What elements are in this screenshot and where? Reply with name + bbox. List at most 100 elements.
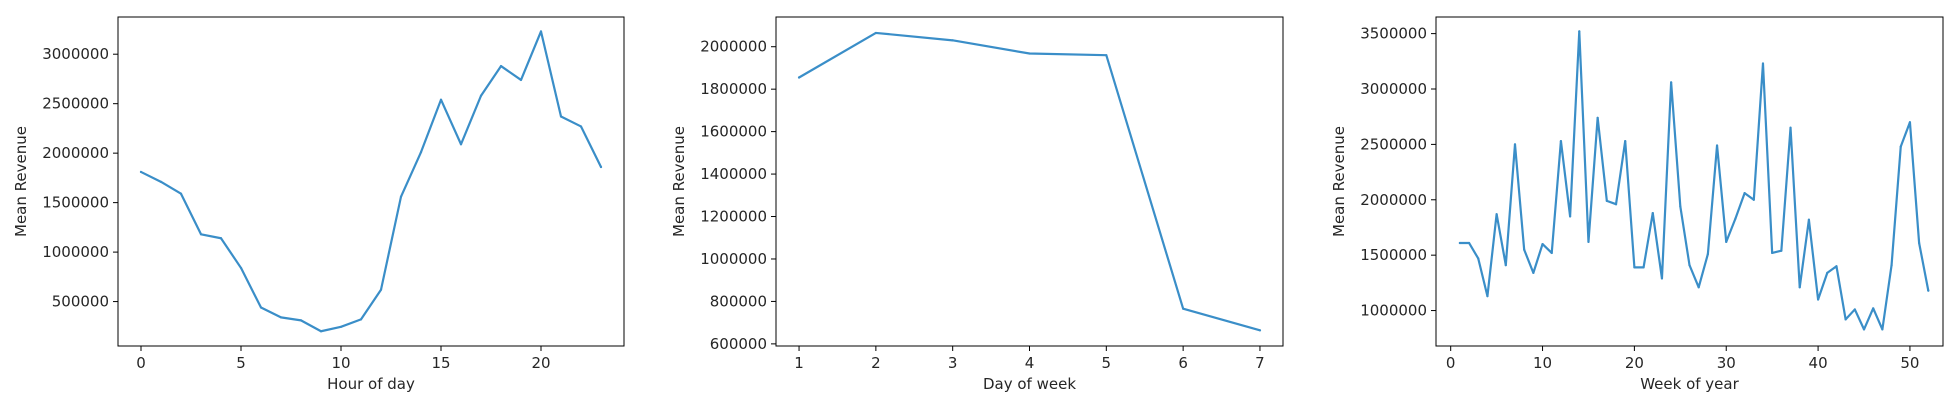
chart-panel-week: 0 10 20 30 40 50 1000000 1500000 2000000 2500000 3… bbox=[1330, 16, 1944, 393]
hour-data-point-21 bbox=[559, 115, 563, 118]
hour-x-tick-label-10: 10 bbox=[331, 354, 350, 372]
week-data-point-27 bbox=[1697, 286, 1700, 289]
hour-data-point-7 bbox=[279, 316, 283, 319]
week-data-point-22 bbox=[1651, 211, 1654, 215]
week-data-point-9 bbox=[1532, 271, 1535, 274]
hour-data-point-12 bbox=[379, 288, 383, 291]
week-data-point-29 bbox=[1715, 144, 1719, 147]
week-y-tick-label-1000000: 1000000 bbox=[1360, 302, 1427, 320]
week-data-point-23 bbox=[1660, 277, 1664, 280]
day-data-point-1 bbox=[797, 76, 801, 79]
week-x-tick-label-10: 10 bbox=[1533, 354, 1552, 372]
hour-data-point-16 bbox=[459, 143, 463, 146]
week-x-tick-label-50: 50 bbox=[1900, 354, 1919, 372]
week-data-point-4 bbox=[1486, 295, 1489, 298]
week-data-point-40 bbox=[1816, 298, 1820, 301]
week-data-point-2 bbox=[1467, 241, 1471, 245]
week-data-point-46 bbox=[1872, 307, 1875, 310]
day-x-tick-label-3: 3 bbox=[948, 354, 958, 372]
week-x-tick-label-40: 40 bbox=[1809, 354, 1828, 372]
week-data-point-24 bbox=[1670, 81, 1673, 84]
day-x-tick-label-7: 7 bbox=[1255, 354, 1265, 372]
week-data-point-41 bbox=[1826, 271, 1829, 274]
hour-data-point-18 bbox=[499, 64, 503, 68]
week-data-point-52 bbox=[1927, 289, 1930, 292]
hour-x-tick-label-15: 15 bbox=[431, 354, 450, 372]
hour-y-tick-label-500000: 500000 bbox=[52, 293, 109, 311]
week-x-tick-label-30: 30 bbox=[1717, 354, 1736, 372]
week-data-point-12 bbox=[1559, 139, 1563, 143]
hour-data-point-15 bbox=[439, 98, 443, 101]
week-data-point-15 bbox=[1587, 240, 1590, 243]
hour-data-point-0 bbox=[139, 170, 143, 174]
week-data-point-31 bbox=[1734, 217, 1737, 220]
hour-y-tick-label-1500000: 1500000 bbox=[42, 194, 109, 212]
day-x-tick-label-2: 2 bbox=[871, 354, 881, 372]
day-data-point-2 bbox=[874, 31, 877, 35]
hour-data-point-20 bbox=[539, 30, 543, 33]
week-revenue-line bbox=[1458, 30, 1930, 331]
week-y-axis-label: Mean Revenue bbox=[1330, 126, 1348, 237]
hour-data-point-2 bbox=[179, 192, 183, 195]
hour-data-point-9 bbox=[319, 330, 323, 333]
week-y-tick-label-3000000: 3000000 bbox=[1360, 80, 1427, 98]
week-data-point-13 bbox=[1569, 215, 1572, 218]
hour-x-tick-label-0: 0 bbox=[136, 354, 146, 372]
week-data-point-25 bbox=[1679, 205, 1682, 208]
week-data-point-28 bbox=[1706, 252, 1709, 256]
week-data-point-39 bbox=[1807, 218, 1810, 221]
hour-data-point-8 bbox=[299, 319, 303, 322]
hour-data-point-23 bbox=[599, 165, 603, 169]
week-data-point-17 bbox=[1605, 199, 1608, 202]
week-data-point-19 bbox=[1624, 139, 1627, 143]
day-y-tick-label-1600000: 1600000 bbox=[700, 123, 767, 141]
hour-plot-frame bbox=[117, 16, 625, 347]
hour-y-axis-label: Mean Revenue bbox=[12, 126, 30, 237]
week-data-point-8 bbox=[1523, 248, 1526, 251]
hour-data-point-17 bbox=[479, 94, 483, 97]
week-data-point-49 bbox=[1899, 145, 1902, 148]
hour-data-point-6 bbox=[259, 306, 263, 309]
day-y-tick-label-1800000: 1800000 bbox=[700, 80, 767, 98]
day-y-tick-label-2000000: 2000000 bbox=[700, 38, 767, 56]
week-data-point-32 bbox=[1743, 192, 1746, 195]
day-data-point-3 bbox=[951, 39, 954, 42]
week-y-tick-label-2500000: 2500000 bbox=[1360, 135, 1427, 153]
week-y-tick-label-2000000: 2000000 bbox=[1360, 191, 1427, 209]
hour-data-point-19 bbox=[519, 78, 523, 82]
week-x-axis-label: Week of year bbox=[1640, 375, 1739, 393]
day-y-axis-label: Mean Revenue bbox=[670, 126, 688, 237]
week-data-point-33 bbox=[1752, 198, 1755, 201]
week-data-point-26 bbox=[1688, 264, 1691, 267]
day-y-tick-label-1200000: 1200000 bbox=[700, 208, 767, 226]
day-x-tick-label-1: 1 bbox=[794, 354, 804, 372]
hour-data-point-14 bbox=[419, 151, 423, 154]
week-data-point-50 bbox=[1908, 121, 1912, 124]
week-data-point-45 bbox=[1862, 328, 1866, 331]
day-data-point-5 bbox=[1105, 54, 1108, 57]
hour-data-point-11 bbox=[359, 318, 363, 321]
week-data-point-36 bbox=[1780, 249, 1783, 252]
hour-y-tick-label-3000000: 3000000 bbox=[42, 45, 109, 63]
week-data-point-43 bbox=[1844, 318, 1847, 321]
week-data-point-6 bbox=[1504, 264, 1507, 267]
day-y-tick-label-1400000: 1400000 bbox=[700, 165, 767, 183]
day-x-tick-label-6: 6 bbox=[1178, 354, 1188, 372]
week-data-point-16 bbox=[1596, 116, 1599, 119]
week-data-point-21 bbox=[1642, 266, 1645, 269]
day-data-point-7 bbox=[1258, 329, 1262, 332]
week-data-point-7 bbox=[1513, 143, 1517, 146]
hour-data-point-4 bbox=[219, 237, 223, 240]
week-data-point-42 bbox=[1835, 265, 1838, 268]
hour-x-axis-label: Hour of day bbox=[327, 375, 415, 393]
chart-panel-hour: 0 5 10 15 20 500000 1000000 1500000 2000000 25000… bbox=[12, 16, 625, 393]
week-data-point-37 bbox=[1789, 126, 1792, 129]
week-data-point-1 bbox=[1458, 241, 1461, 245]
week-data-point-34 bbox=[1761, 62, 1765, 65]
hour-revenue-line bbox=[139, 30, 603, 333]
day-revenue-line bbox=[797, 31, 1262, 332]
hour-data-point-22 bbox=[579, 125, 583, 128]
hour-data-point-13 bbox=[399, 195, 403, 198]
day-plot-frame bbox=[775, 16, 1284, 347]
